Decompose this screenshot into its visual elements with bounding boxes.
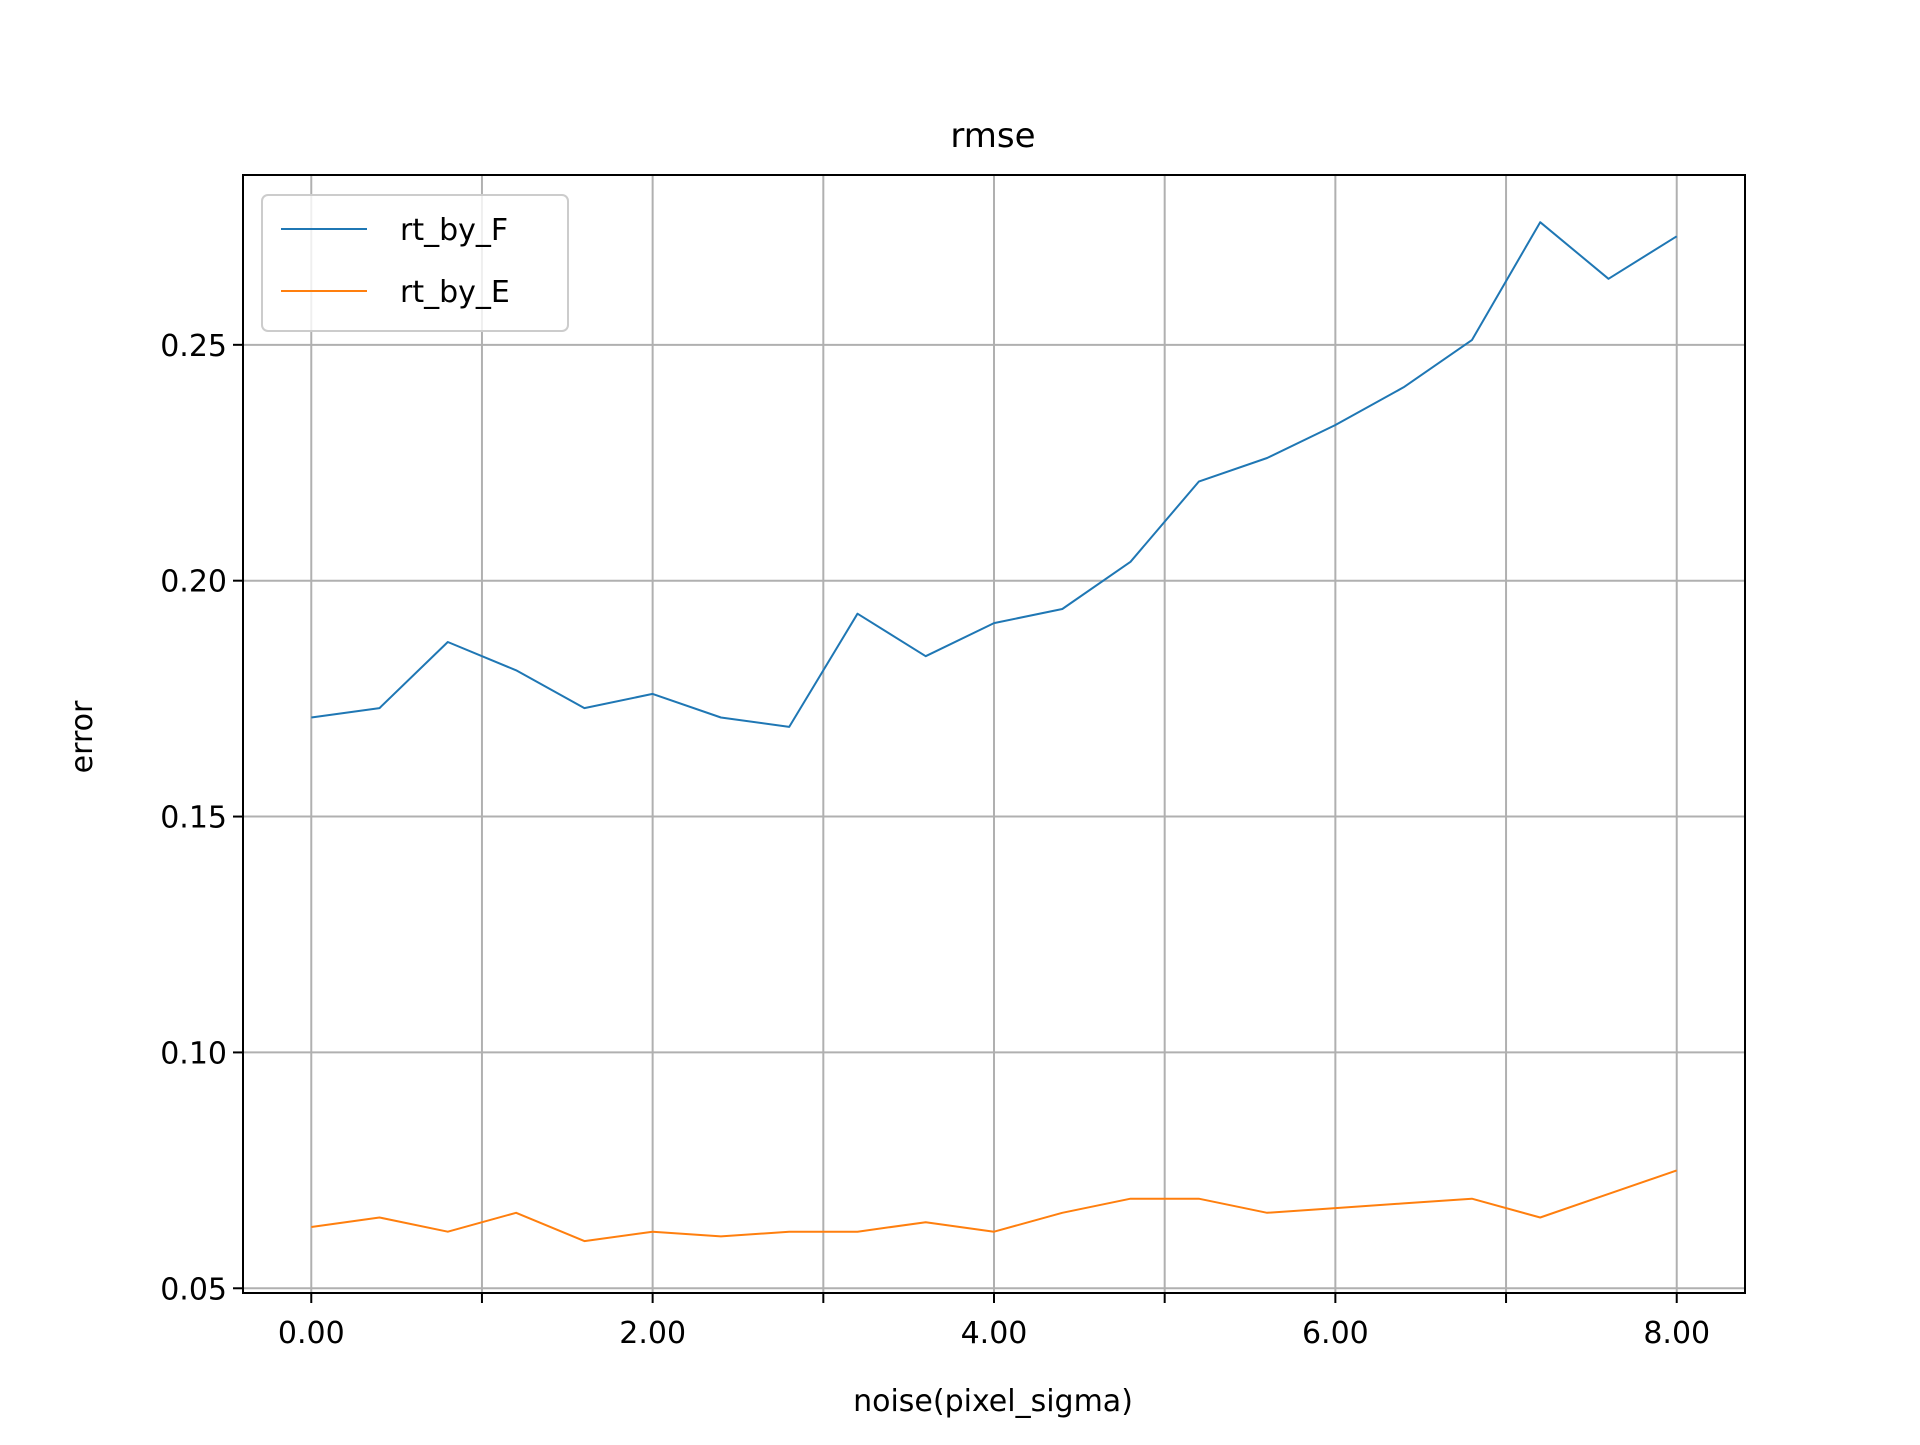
y-tick-label: 0.25 xyxy=(160,329,227,364)
y-axis: 0.05 0.10 0.15 0.20 0.25 xyxy=(160,329,243,1307)
series-lines xyxy=(311,221,1678,1243)
series-line-rt-by-f xyxy=(311,221,1678,728)
x-tick-label: 2.00 xyxy=(619,1316,686,1351)
legend-label: rt_by_F xyxy=(400,213,508,248)
x-tick-label: 6.00 xyxy=(1302,1316,1369,1351)
y-tick-label: 0.05 xyxy=(160,1272,227,1307)
legend-label: rt_by_E xyxy=(400,275,510,310)
y-tick-label: 0.20 xyxy=(160,565,227,600)
grid-lines xyxy=(243,175,1745,1293)
x-tick-label: 0.00 xyxy=(278,1316,345,1351)
x-tick-label: 8.00 xyxy=(1643,1316,1710,1351)
y-tick-label: 0.10 xyxy=(160,1036,227,1071)
series-line-rt-by-e xyxy=(311,1169,1678,1243)
x-axis-label: noise(pixel_sigma) xyxy=(853,1384,1133,1419)
legend: rt_by_F rt_by_E xyxy=(261,194,569,332)
y-tick-label: 0.15 xyxy=(160,801,227,836)
y-axis-label: error xyxy=(65,700,100,773)
chart-title: rmse xyxy=(950,116,1035,156)
x-axis: 0.00 2.00 4.00 6.00 8.00 xyxy=(278,1293,1710,1351)
x-tick-label: 4.00 xyxy=(961,1316,1028,1351)
